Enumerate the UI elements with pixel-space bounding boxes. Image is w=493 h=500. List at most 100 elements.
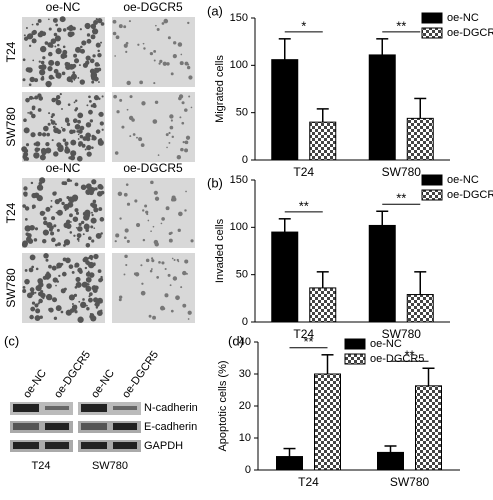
cell [86,33,91,37]
cell [133,272,137,276]
cell [61,108,63,110]
cell [50,231,55,236]
cell [30,291,35,296]
cell [27,112,30,114]
y-tick-label: 0 [245,464,251,476]
cell [117,191,123,197]
cell [170,119,173,122]
cell [35,308,41,314]
cell [70,73,77,80]
cell [24,206,30,211]
cell [80,184,87,191]
cell [77,77,80,79]
protein-label: GAPDH [144,440,183,452]
cell [166,146,168,149]
cell [54,45,57,48]
legend-label: oe-DGCR5 [447,189,493,201]
x-tick-label: T24 [298,475,319,489]
cell [23,191,28,197]
bar [415,385,442,471]
cell [22,154,28,160]
cell [153,190,158,195]
cell [89,58,95,64]
cell [54,60,61,67]
cell [114,55,116,57]
y-tick-label: 40 [239,336,251,348]
cell [62,138,67,142]
cell [71,194,79,201]
cell [51,265,57,271]
cell [94,67,100,73]
cell [34,78,39,83]
cell [56,74,62,79]
cell [32,207,35,210]
legend-label: oe-DGCR5 [447,27,493,39]
cell [30,132,36,138]
cell [89,68,95,74]
cell [24,278,30,285]
cell [48,27,52,31]
x-tick-label: SW780 [390,475,430,489]
cell [149,269,153,273]
cell [165,206,170,211]
y-tick-label: 0 [242,154,248,166]
cell [54,35,61,42]
cell [34,291,37,294]
cell [74,208,79,213]
bar [309,287,337,323]
cell [65,309,72,316]
cell [151,257,154,260]
bar [406,294,434,323]
cell [184,148,189,153]
cell [188,95,191,98]
cell [91,203,98,209]
cell [160,222,163,225]
cell [182,303,187,308]
column-label: oe-NC [46,161,81,175]
cell [98,278,103,283]
cell [69,265,73,269]
cell [93,207,99,213]
cell [145,210,149,214]
cell [26,233,32,238]
cell [64,209,67,212]
cell [22,204,26,208]
cell [32,59,35,62]
cell [85,285,92,292]
cell [27,33,34,40]
cell [179,116,182,119]
cell [171,257,174,260]
cell [182,270,187,276]
cell [187,310,192,315]
cell [187,21,190,25]
cell [80,220,85,225]
cell [63,244,66,247]
bar [309,121,337,161]
cell [38,282,44,288]
column-label: oe-NC [46,0,81,14]
cell [119,24,122,27]
cell [86,307,90,311]
cell [52,17,58,23]
cell [40,292,46,299]
cell [77,133,80,136]
cell [89,313,92,316]
y-tick-label: 10 [239,432,251,444]
cell [150,230,152,233]
cell [144,204,148,208]
cell [95,129,101,134]
cell [150,268,153,270]
cell [39,315,43,319]
cell [85,55,91,61]
cell [41,31,47,37]
bar [276,456,303,471]
cell [79,51,82,53]
cell [56,262,63,269]
cell [69,155,76,161]
cell [140,264,143,267]
cell [114,151,119,155]
cell [119,295,123,299]
cell [126,239,130,243]
cell [97,63,101,67]
cell [45,142,50,147]
